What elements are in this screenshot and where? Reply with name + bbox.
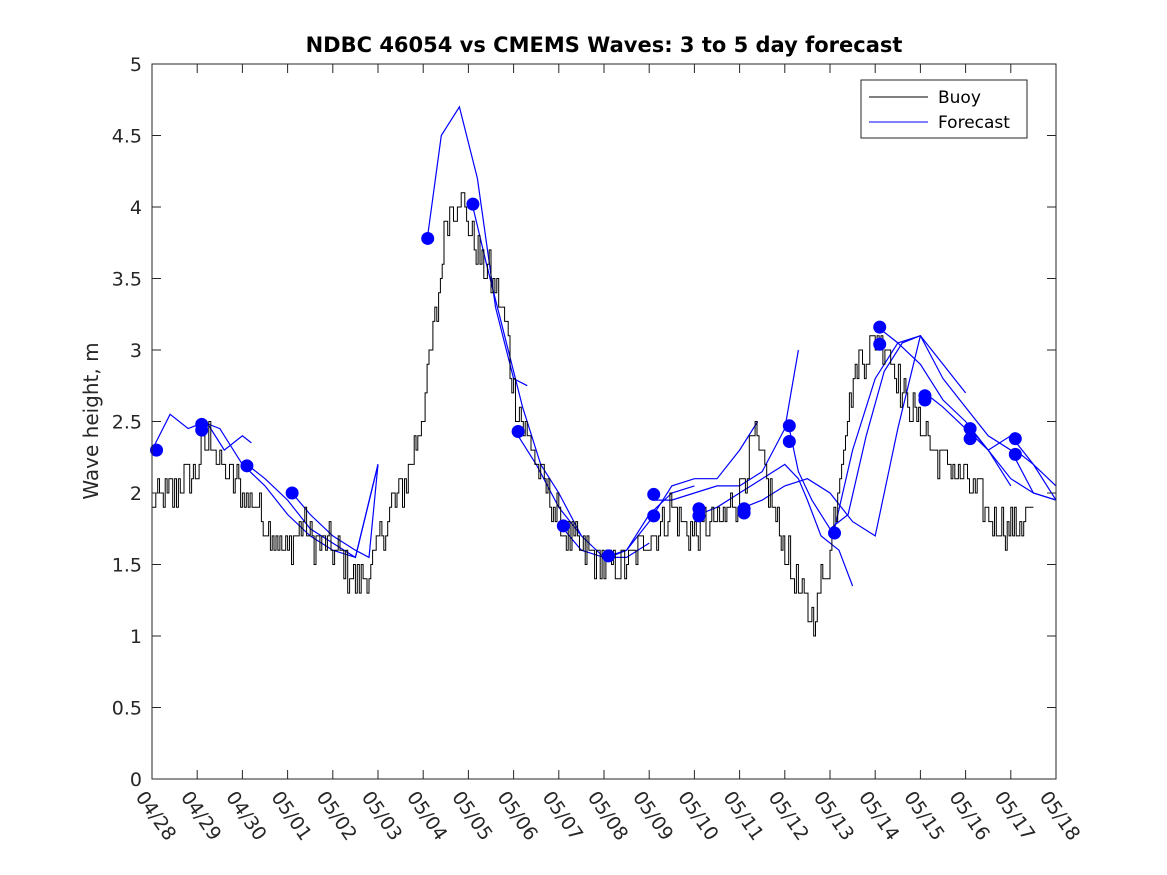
y-tick-label: 3	[130, 340, 142, 362]
chart-title: NDBC 46054 vs CMEMS Waves: 3 to 5 day fo…	[306, 33, 903, 57]
forecast-marker	[782, 419, 796, 433]
y-tick-label: 2	[130, 483, 142, 505]
forecast-marker	[556, 519, 570, 533]
forecast-marker	[963, 432, 977, 446]
forecast-line	[969, 428, 1057, 501]
forecast-line	[653, 349, 799, 501]
forecast-line	[788, 334, 967, 530]
forecast-line	[879, 328, 1057, 501]
forecast-marker	[782, 435, 796, 449]
y-tick-label: 1	[130, 626, 142, 648]
forecast-marker	[602, 549, 616, 563]
buoy-line-group	[152, 192, 1034, 637]
forecast-marker	[737, 506, 751, 520]
legend: Buoy Forecast	[860, 79, 1028, 139]
forecast-marker	[828, 526, 842, 540]
forecast-marker	[873, 320, 887, 334]
y-tick-label: 0	[130, 769, 142, 791]
forecast-line	[698, 463, 854, 587]
buoy-line	[152, 192, 1034, 637]
forecast-marker	[1008, 447, 1022, 461]
forecast-marker	[511, 425, 525, 439]
forecast-markers	[150, 197, 1022, 563]
y-axis: 0 0.5 1 1.5 2 2.5 3 3.5 4 4.5 5	[112, 54, 1056, 791]
y-tick-label: 0.5	[112, 698, 142, 720]
forecast-marker	[647, 487, 661, 501]
y-tick-label: 3.5	[112, 269, 142, 291]
legend-label-buoy: Buoy	[938, 88, 981, 108]
forecast-marker	[1008, 432, 1022, 446]
forecast-marker	[240, 459, 254, 473]
forecast-line	[743, 335, 921, 537]
y-tick-label: 2.5	[112, 412, 142, 434]
forecast-marker	[963, 422, 977, 436]
y-tick-label: 1.5	[112, 555, 142, 577]
forecast-marker	[421, 231, 435, 245]
forecast-marker	[150, 443, 164, 457]
forecast-line	[291, 464, 379, 559]
y-tick-label: 4	[130, 197, 142, 219]
forecast-marker	[692, 509, 706, 523]
forecast-marker	[873, 337, 887, 351]
forecast-marker	[466, 197, 480, 211]
forecast-marker	[285, 486, 299, 500]
plot-area	[150, 105, 1057, 637]
forecast-marker	[647, 509, 661, 523]
legend-label-forecast: Forecast	[938, 113, 1010, 133]
y-tick-label: 5	[130, 54, 142, 76]
forecast-line	[608, 421, 759, 558]
y-tick-label: 4.5	[112, 126, 142, 148]
y-axis-label: Wave height, m	[79, 342, 103, 499]
forecast-marker	[195, 423, 209, 437]
legend-box	[860, 79, 1028, 139]
forecast-marker	[918, 393, 932, 407]
